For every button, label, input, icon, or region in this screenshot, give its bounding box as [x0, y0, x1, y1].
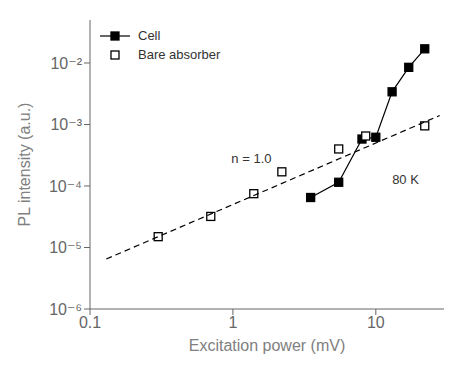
svg-text:10⁻³: 10⁻³ — [50, 116, 82, 133]
html-text:Bare absorber: Bare absorber — [138, 47, 221, 62]
html-text:Cell: Cell — [138, 28, 161, 43]
svg-text:1: 1 — [228, 314, 237, 331]
svg-text:10⁻⁶: 10⁻⁶ — [49, 301, 82, 318]
svg-text:10⁻²: 10⁻² — [50, 55, 82, 72]
svg-text:n = 1.0: n = 1.0 — [231, 151, 271, 166]
svg-text:80 K: 80 K — [392, 172, 419, 187]
svg-text:Excitation power (mV): Excitation power (mV) — [189, 337, 346, 354]
svg-text:10⁻⁵: 10⁻⁵ — [49, 239, 82, 256]
svg-text:10⁻⁴: 10⁻⁴ — [49, 178, 82, 195]
svg-text:0.1: 0.1 — [79, 314, 101, 331]
svg-text:10: 10 — [367, 314, 385, 331]
svg-text:PL intensity (a.u.): PL intensity (a.u.) — [16, 103, 33, 227]
